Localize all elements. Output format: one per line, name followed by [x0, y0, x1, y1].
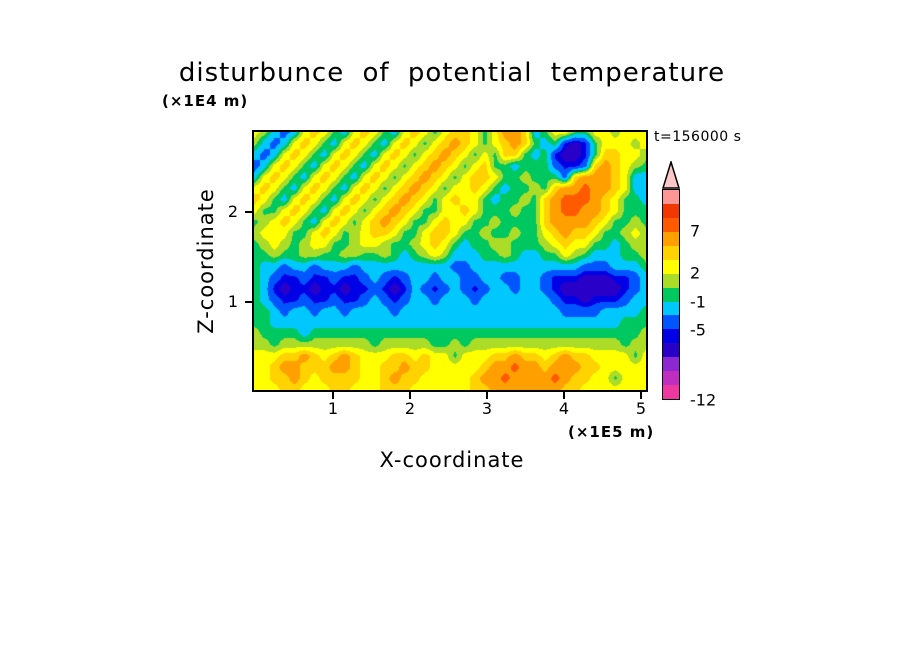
colorbar-segment — [663, 190, 679, 204]
x-axis-unit: (×1E5 m) — [568, 423, 655, 441]
z-axis-unit: (×1E4 m) — [162, 92, 249, 110]
colorbar-label: -1 — [690, 292, 706, 312]
z-tick-mark — [245, 301, 252, 303]
colorbar — [662, 189, 680, 400]
colorbar-segment — [663, 203, 679, 218]
x-tick-label: 2 — [404, 399, 416, 418]
z-tick-label: 2 — [227, 202, 238, 221]
colorbar-segment — [663, 301, 679, 316]
x-tick-label: 1 — [327, 399, 339, 418]
x-tick-mark — [640, 392, 642, 399]
x-tick-mark — [563, 392, 565, 399]
chart-title: disturbunce of potential temperature — [178, 58, 726, 88]
colorbar-segment — [663, 273, 679, 288]
colorbar-segment — [663, 343, 679, 358]
colorbar-arrow-shape — [662, 161, 680, 189]
time-label: t=156000 s — [654, 129, 742, 145]
colorbar-segment — [663, 357, 679, 372]
colorbar-segment — [663, 385, 679, 400]
heatmap-canvas — [254, 132, 646, 390]
colorbar-label: 7 — [690, 221, 701, 241]
x-tick-mark — [409, 392, 411, 399]
x-tick-label: 5 — [635, 399, 647, 418]
x-tick-label: 3 — [481, 399, 493, 418]
plot-area — [252, 130, 648, 392]
colorbar-label: 2 — [690, 263, 701, 283]
colorbar-segment — [663, 245, 679, 260]
colorbar-segment — [663, 287, 679, 302]
colorbar-segment — [663, 371, 679, 386]
z-tick-mark — [245, 211, 252, 213]
colorbar-label: -5 — [690, 320, 706, 340]
x-axis-label: X-coordinate — [379, 448, 525, 472]
colorbar-segment — [663, 315, 679, 330]
x-tick-label: 4 — [558, 399, 570, 418]
x-tick-mark — [486, 392, 488, 399]
colorbar-segment — [663, 231, 679, 246]
x-tick-mark — [332, 392, 334, 399]
colorbar-segment — [663, 259, 679, 274]
colorbar-arrow-icon — [662, 161, 680, 189]
colorbar-segment — [663, 217, 679, 232]
colorbar-label: -12 — [690, 390, 717, 410]
z-tick-label: 1 — [227, 292, 238, 311]
colorbar-segment — [663, 329, 679, 344]
